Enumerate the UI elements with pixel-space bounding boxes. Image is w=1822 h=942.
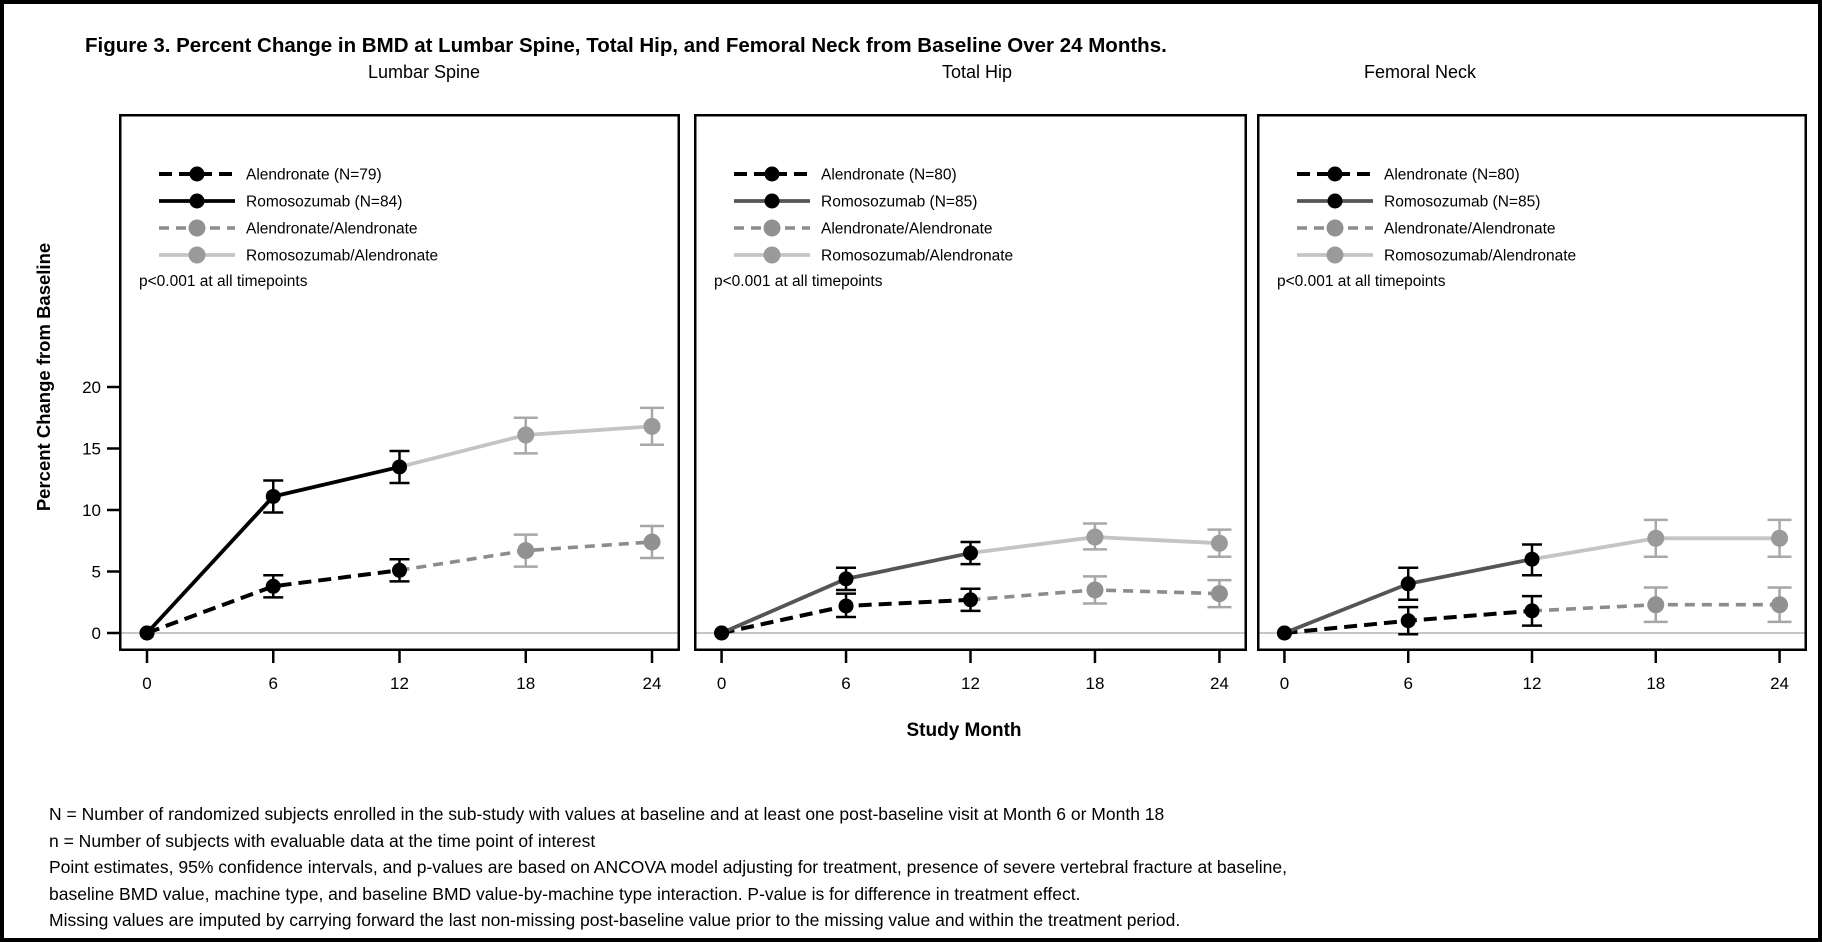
figure-title: Figure 3. Percent Change in BMD at Lumba…	[85, 34, 1167, 57]
p-value-note: p<0.001 at all timepoints	[1277, 273, 1446, 290]
data-point-marker	[1771, 529, 1789, 547]
legend-label: Alendronate/Alendronate	[821, 221, 993, 238]
data-point-marker	[1771, 596, 1789, 614]
x-tick-label: 0	[142, 674, 151, 693]
legend-label: Alendronate/Alendronate	[246, 221, 418, 238]
data-point-marker	[265, 488, 281, 504]
data-point-marker	[643, 417, 661, 435]
lumbar-spine-chart: 0 6 12 18 24 0 5 10 15 20 Alendronate (N=79) Romoso…	[82, 114, 680, 693]
legend-label: Romosozumab/Alendronate	[1384, 248, 1576, 265]
data-point-marker	[1524, 551, 1540, 567]
x-tick-label: 0	[1280, 674, 1289, 693]
legend-marker-sample	[189, 166, 205, 182]
x-tick-label: 18	[516, 674, 535, 693]
panel-title-femoral-neck: Femoral Neck	[1363, 62, 1477, 82]
x-tick-label: 18	[1646, 674, 1665, 693]
x-tick-label: 18	[1085, 674, 1104, 693]
footnotes: N = Number of randomized subjects enroll…	[49, 801, 1287, 934]
x-tick-label: 24	[1210, 674, 1229, 693]
data-point-marker	[1647, 529, 1665, 547]
p-value-note: p<0.001 at all timepoints	[139, 273, 308, 290]
data-point-marker	[1647, 596, 1665, 614]
footnote-line: n = Number of subjects with evaluable da…	[49, 830, 596, 851]
x-tick-label: 6	[841, 674, 850, 693]
data-point-marker	[1400, 613, 1416, 629]
femoral-neck-chart: 0 6 12 18 24 Alendronate (N=80) Romosozumab (N…	[1257, 114, 1807, 693]
x-tick-label: 24	[643, 674, 662, 693]
data-point-marker	[963, 592, 978, 608]
plot-box	[1257, 114, 1807, 651]
p-value-note: p<0.001 at all timepoints	[714, 273, 883, 290]
plot-box	[119, 114, 680, 651]
legend-label: Romosozumab (N=84)	[246, 194, 402, 211]
panel-title-total-hip: Total Hip	[941, 62, 1013, 82]
legend-marker-sample	[1327, 193, 1343, 209]
y-tick-label: 20	[82, 378, 101, 397]
data-point-marker	[714, 625, 730, 641]
legend-label: Alendronate (N=79)	[246, 167, 382, 184]
x-tick-label: 6	[269, 674, 278, 693]
data-point-marker	[1086, 581, 1104, 599]
legend-marker-sample	[188, 246, 206, 264]
y-tick-label: 10	[82, 501, 101, 520]
series-line	[146, 568, 400, 635]
total-hip-chart: 0 6 12 18 24 Alendronate (N=80) Romosozumab (N…	[694, 114, 1247, 693]
footnote-line: Missing values are imputed by carrying f…	[49, 910, 1181, 931]
data-point-marker	[392, 459, 407, 475]
x-tick-label: 12	[961, 674, 980, 693]
legend-label: Alendronate/Alendronate	[1384, 221, 1556, 238]
y-tick-label: 15	[82, 440, 101, 459]
data-point-marker	[392, 562, 407, 578]
legend-marker-sample	[764, 166, 780, 182]
legend-marker-sample	[763, 246, 781, 264]
legend-label: Romosozumab (N=85)	[1384, 194, 1540, 211]
footnote-line: Point estimates, 95% confidence interval…	[49, 857, 1287, 878]
y-tick-label: 5	[92, 563, 101, 582]
data-point-marker	[265, 578, 281, 594]
footnote-line: baseline BMD value, machine type, and ba…	[49, 883, 1081, 904]
legend-label: Romosozumab/Alendronate	[246, 248, 438, 265]
data-point-marker	[1276, 625, 1292, 641]
x-tick-label: 6	[1403, 674, 1412, 693]
legend-label: Alendronate (N=80)	[1384, 167, 1520, 184]
data-point-marker	[963, 545, 978, 561]
y-axis-label: Percent Change from Baseline	[33, 242, 54, 512]
data-point-marker	[1400, 576, 1416, 592]
data-point-marker	[517, 542, 535, 560]
data-point-marker	[139, 625, 155, 641]
x-tick-label: 12	[1523, 674, 1542, 693]
x-tick-label: 12	[390, 674, 409, 693]
y-tick-label: 0	[92, 624, 101, 643]
legend-label: Romosozumab (N=85)	[821, 194, 977, 211]
legend-marker-sample	[1327, 166, 1343, 182]
x-tick-label: 0	[717, 674, 726, 693]
data-point-marker	[643, 533, 661, 551]
data-point-marker	[1524, 603, 1540, 619]
x-axis-label: Study Month	[906, 720, 1022, 741]
legend-marker-sample	[1326, 219, 1344, 237]
legend-marker-sample	[189, 193, 205, 209]
legend-marker-sample	[764, 193, 780, 209]
legend-marker-sample	[763, 219, 781, 237]
data-point-marker	[1086, 528, 1104, 546]
data-point-marker	[838, 598, 854, 614]
data-point-marker	[1210, 585, 1228, 603]
data-point-marker	[517, 426, 535, 444]
legend-marker-sample	[188, 219, 206, 237]
data-point-marker	[1210, 534, 1228, 552]
legend-label: Alendronate (N=80)	[821, 167, 957, 184]
legend-label: Romosozumab/Alendronate	[821, 248, 1013, 265]
data-point-marker	[838, 571, 854, 587]
plot-box	[694, 114, 1247, 651]
x-tick-label: 24	[1770, 674, 1789, 693]
legend-marker-sample	[1326, 246, 1344, 264]
footnote-line: N = Number of randomized subjects enroll…	[49, 804, 1165, 824]
panel-title-lumbar-spine: Lumbar Spine	[367, 62, 481, 82]
